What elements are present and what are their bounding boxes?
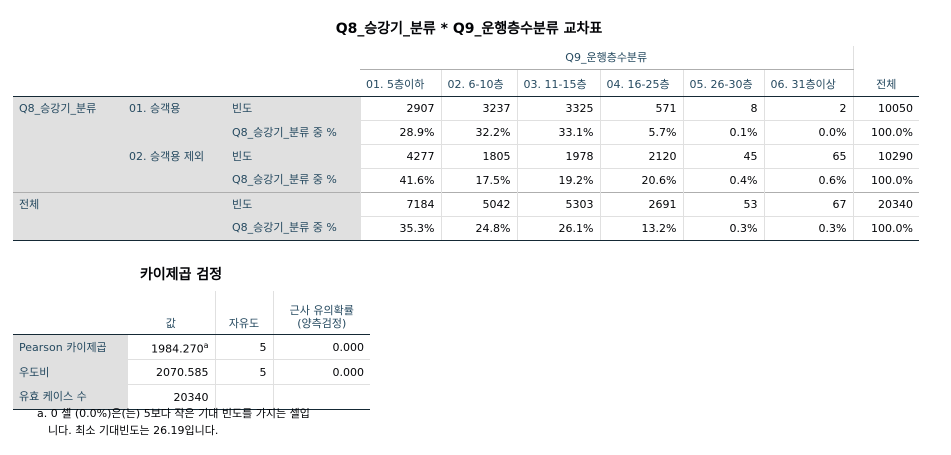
stat-label: Q8_승강기_분류 중 % bbox=[226, 120, 360, 145]
cell: 20340 bbox=[852, 192, 919, 217]
cell: 53 bbox=[682, 192, 764, 217]
cell: 571 bbox=[599, 96, 683, 121]
cell: 2120 bbox=[599, 144, 683, 169]
cell: 1805 bbox=[440, 144, 517, 169]
row-label: Pearson 카이제곱 bbox=[13, 334, 127, 360]
cell: 0.3% bbox=[763, 216, 853, 241]
cell: 45 bbox=[682, 144, 764, 169]
footnote: a. 0 셀 (0.0%)은(는) 5보다 작은 기대 빈도를 가지는 셀입 니… bbox=[37, 405, 310, 439]
cell: 3325 bbox=[516, 96, 600, 121]
cell: 0.4% bbox=[682, 168, 764, 193]
cell: 5.7% bbox=[599, 120, 683, 145]
cell: 4277 bbox=[359, 144, 441, 169]
table-row-total: Q8_승강기_분류 중 % 35.3% 24.8% 26.1% 13.2% 0.… bbox=[13, 216, 919, 241]
cell: 0.6% bbox=[763, 168, 853, 193]
col-header: 01. 5층이하 bbox=[360, 69, 441, 97]
cell: 32.2% bbox=[440, 120, 517, 145]
value-text: 1984.270 bbox=[151, 342, 204, 356]
cell: 20.6% bbox=[599, 168, 683, 193]
cell-value: 1984.270a bbox=[126, 334, 215, 360]
cell: 0.000 bbox=[272, 359, 370, 385]
stat-label: Q8_승강기_분류 중 % bbox=[226, 216, 360, 241]
col-header: 자유도 bbox=[214, 291, 273, 335]
cell: 17.5% bbox=[440, 168, 517, 193]
cell: 5303 bbox=[516, 192, 600, 217]
chisq-title: 카이제곱 검정 bbox=[140, 267, 223, 283]
col-header-sig-line2: (양측검정) bbox=[297, 317, 347, 330]
group-label: 01. 승객용 bbox=[123, 96, 226, 121]
cell: 2691 bbox=[599, 192, 683, 217]
col-header: 값 bbox=[127, 291, 215, 335]
cell: 8 bbox=[682, 96, 764, 121]
cell: 67 bbox=[763, 192, 853, 217]
table-row: Q8_승강기_분류 01. 승객용 빈도 2907 3237 3325 571 … bbox=[13, 96, 919, 121]
stat-label: 빈도 bbox=[226, 144, 360, 169]
cell: 2070.585 bbox=[126, 359, 215, 385]
cell: 10290 bbox=[852, 144, 919, 169]
col-header: 03. 11-15층 bbox=[516, 69, 600, 97]
col-header-total: 전체 bbox=[852, 69, 919, 97]
col-header: 05. 26-30층 bbox=[682, 69, 764, 97]
stat-label: 빈도 bbox=[226, 192, 360, 217]
cell: 1978 bbox=[516, 144, 600, 169]
table-row-total: 전체 빈도 7184 5042 5303 2691 53 67 20340 bbox=[13, 192, 919, 217]
cell: 20340 bbox=[126, 384, 215, 410]
col-header-sig-line1: 근사 유의확률 bbox=[289, 304, 354, 317]
table-row: Pearson 카이제곱 1984.270a 5 0.000 bbox=[13, 334, 370, 360]
cell: 65 bbox=[763, 144, 853, 169]
table-row: Q8_승강기_분류 중 % 41.6% 17.5% 19.2% 20.6% 0.… bbox=[13, 168, 919, 193]
crosstab-title: Q8_승강기_분류 * Q9_운행층수분류 교차표 bbox=[335, 21, 603, 37]
cell: 26.1% bbox=[516, 216, 600, 241]
crosstab-table: Q9_운행층수분류 01. 5층이하 02. 6-10층 03. 11-15층 … bbox=[13, 46, 919, 241]
cell: 0.3% bbox=[682, 216, 764, 241]
cell: 41.6% bbox=[359, 168, 441, 193]
crosstab-header-row: 01. 5층이하 02. 6-10층 03. 11-15층 04. 16-25층… bbox=[13, 69, 919, 97]
cell: 35.3% bbox=[359, 216, 441, 241]
chisq-table: 값 자유도 근사 유의확률 (양측검정) Pearson 카이제곱 1984.2… bbox=[13, 291, 370, 410]
cell: 3237 bbox=[440, 96, 517, 121]
footnote-line: a. 0 셀 (0.0%)은(는) 5보다 작은 기대 빈도를 가지는 셀입 bbox=[37, 407, 310, 420]
row-label: 우도비 bbox=[13, 359, 127, 385]
col-header-sig: 근사 유의확률 (양측검정) bbox=[272, 291, 370, 335]
cell: 10050 bbox=[852, 96, 919, 121]
table-row: 우도비 2070.585 5 0.000 bbox=[13, 359, 370, 385]
cell: 0.1% bbox=[682, 120, 764, 145]
cell: 33.1% bbox=[516, 120, 600, 145]
table-row: 02. 승객용 제외 빈도 4277 1805 1978 2120 45 65 … bbox=[13, 144, 919, 169]
chisq-header-row: 값 자유도 근사 유의확률 (양측검정) bbox=[13, 291, 370, 335]
cell: 7184 bbox=[359, 192, 441, 217]
cell: 100.0% bbox=[852, 120, 919, 145]
footnote-line: 니다. 최소 기대빈도는 26.19입니다. bbox=[48, 424, 219, 437]
stat-label: 빈도 bbox=[226, 96, 360, 121]
cell: 5 bbox=[214, 359, 273, 385]
crosstab-header-group-row: Q9_운행층수분류 bbox=[13, 46, 919, 70]
cell: 24.8% bbox=[440, 216, 517, 241]
row-var-label: Q8_승강기_분류 bbox=[13, 96, 123, 121]
cell: 5042 bbox=[440, 192, 517, 217]
footnote-marker: a bbox=[203, 340, 209, 350]
cell: 5 bbox=[214, 334, 273, 360]
col-header: 04. 16-25층 bbox=[599, 69, 683, 97]
cell: 100.0% bbox=[852, 216, 919, 241]
cell: 19.2% bbox=[516, 168, 600, 193]
group-label: 02. 승객용 제외 bbox=[123, 144, 226, 169]
col-header: 02. 6-10층 bbox=[440, 69, 517, 97]
col-header: 06. 31층이상 bbox=[763, 69, 853, 97]
row-label: 유효 케이스 수 bbox=[13, 384, 127, 410]
cell: 0.0% bbox=[763, 120, 853, 145]
cell: 100.0% bbox=[852, 168, 919, 193]
cell: 2 bbox=[763, 96, 853, 121]
stat-label: Q8_승강기_분류 중 % bbox=[226, 168, 360, 193]
cell bbox=[272, 384, 370, 410]
cell: 13.2% bbox=[599, 216, 683, 241]
total-label: 전체 bbox=[13, 192, 123, 217]
col-group-label: Q9_운행층수분류 bbox=[360, 46, 853, 70]
cell bbox=[214, 384, 273, 410]
table-row: 유효 케이스 수 20340 bbox=[13, 384, 370, 410]
table-row: Q8_승강기_분류 중 % 28.9% 32.2% 33.1% 5.7% 0.1… bbox=[13, 120, 919, 145]
cell: 28.9% bbox=[359, 120, 441, 145]
cell: 2907 bbox=[359, 96, 441, 121]
cell: 0.000 bbox=[272, 334, 370, 360]
